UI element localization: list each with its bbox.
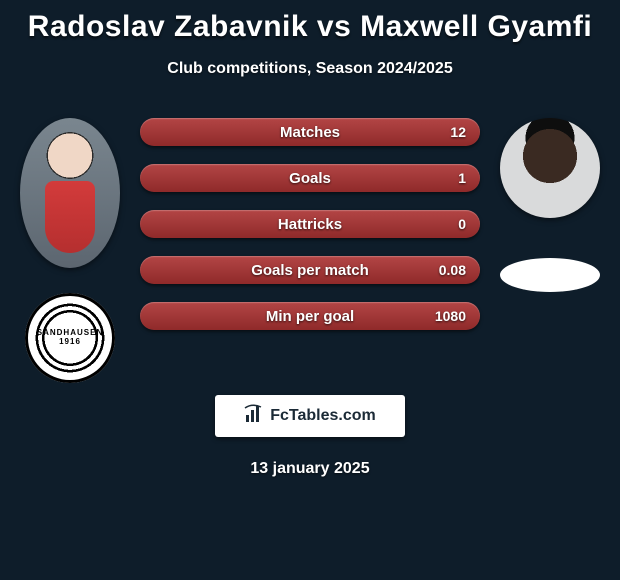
club1-name-line: SANDHAUSEN (37, 328, 103, 337)
stats-bars: Matches 12 Goals 1 Hattricks 0 Goals per… (140, 118, 480, 348)
right-player-column (490, 118, 610, 292)
stat-label: Hattricks (278, 216, 342, 233)
site-logo-icon (244, 404, 264, 429)
bar-chart-icon (244, 404, 264, 424)
stat-label: Min per goal (266, 308, 354, 325)
page-subtitle: Club competitions, Season 2024/2025 (0, 60, 620, 78)
stat-row-hattricks: Hattricks 0 (140, 210, 480, 238)
stat-value-right: 1 (458, 170, 466, 186)
player2-club-logo (500, 258, 600, 292)
player2-photo (500, 118, 600, 218)
stat-value-right: 12 (450, 124, 466, 140)
player1-photo (20, 118, 120, 268)
stat-label: Goals per match (251, 262, 369, 279)
stat-row-goals: Goals 1 (140, 164, 480, 192)
club1-text: SANDHAUSEN 1916 (25, 329, 115, 347)
club1-year-line: 1916 (59, 337, 81, 346)
stat-row-min-per-goal: Min per goal 1080 (140, 302, 480, 330)
date-line: 13 january 2025 (0, 460, 620, 478)
page-title: Radoslav Zabavnik vs Maxwell Gyamfi (0, 0, 620, 44)
stat-row-matches: Matches 12 (140, 118, 480, 146)
player1-club-logo: SANDHAUSEN 1916 (25, 293, 115, 383)
stat-label: Matches (280, 124, 340, 141)
stat-label: Goals (289, 170, 331, 187)
stat-value-right: 1080 (435, 308, 466, 324)
site-badge: FcTables.com (215, 395, 405, 437)
stat-value-right: 0.08 (439, 262, 466, 278)
site-label-text: FcTables.com (270, 407, 376, 425)
stat-value-right: 0 (458, 216, 466, 232)
left-player-column: SANDHAUSEN 1916 (10, 118, 130, 383)
stat-row-goals-per-match: Goals per match 0.08 (140, 256, 480, 284)
